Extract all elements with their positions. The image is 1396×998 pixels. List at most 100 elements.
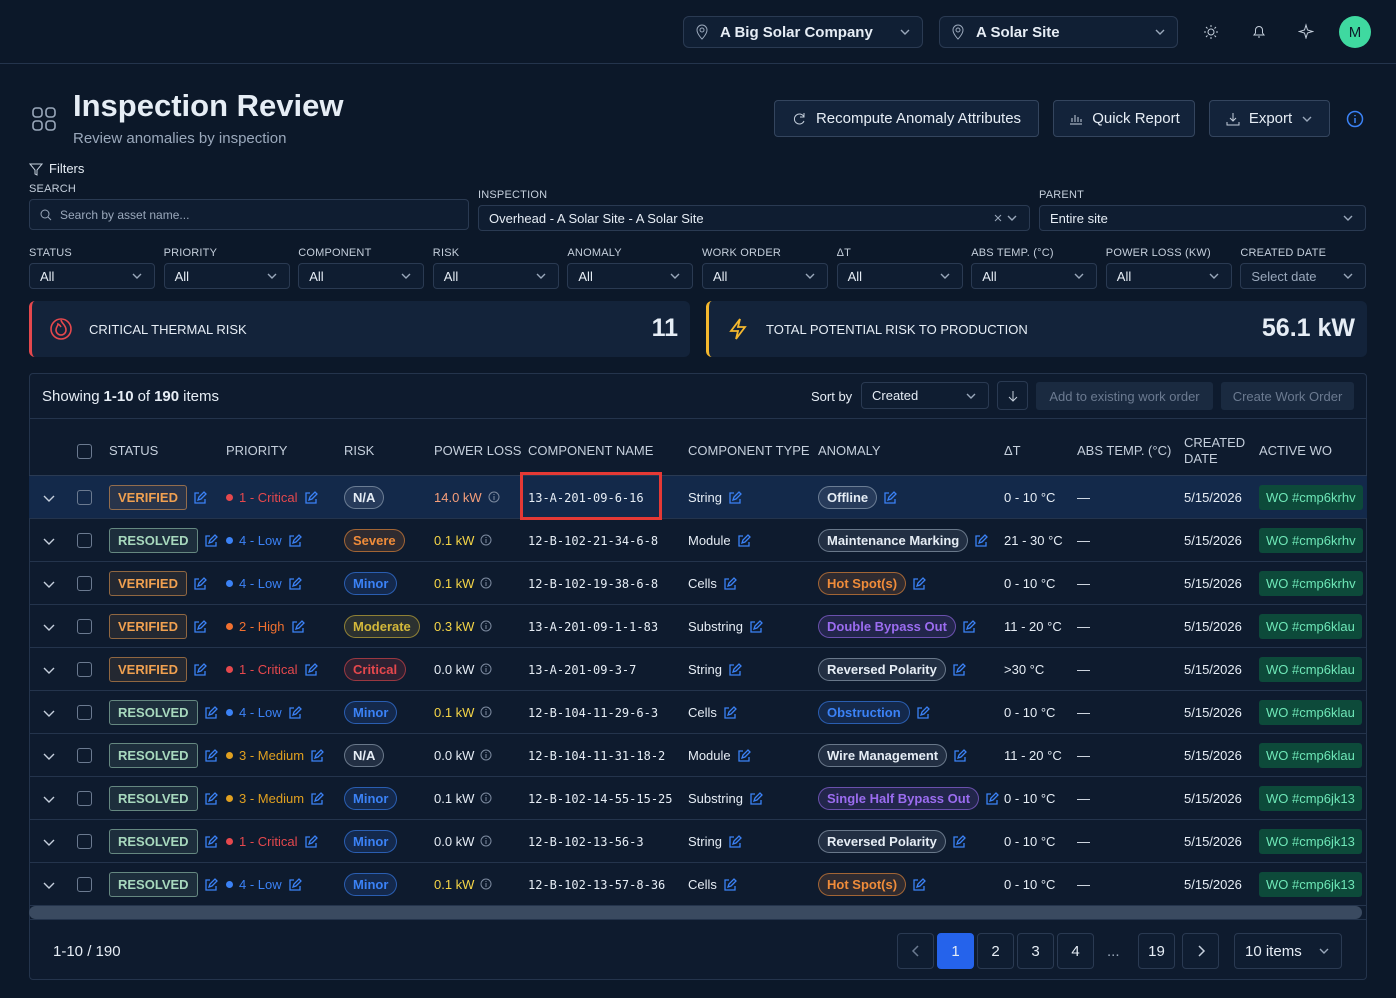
filter-select[interactable]: All: [29, 263, 155, 289]
toolbar-action[interactable]: Add to existing work order: [1036, 382, 1213, 410]
work-order[interactable]: WO #cmp6klau: [1259, 657, 1362, 682]
type-cell: Module: [688, 734, 751, 777]
filter-select[interactable]: All: [163, 263, 290, 289]
row-checkbox[interactable]: [77, 619, 92, 634]
priority-cell: 2 - High: [226, 605, 305, 648]
filter-select[interactable]: All: [298, 263, 425, 289]
row-checkbox[interactable]: [77, 705, 92, 720]
wo-cell: WO #cmp6klau: [1259, 605, 1362, 648]
page-size[interactable]: 10 items: [1234, 933, 1342, 969]
page-button[interactable]: 4: [1057, 933, 1094, 969]
status-badge: RESOLVED: [109, 700, 198, 725]
action-button[interactable]: Quick Report: [1053, 100, 1195, 137]
created-date: 5/15/2026: [1184, 748, 1242, 763]
search-input[interactable]: Search by asset name...: [29, 199, 469, 230]
work-order[interactable]: WO #cmp6klau: [1259, 614, 1362, 639]
row-checkbox[interactable]: [77, 490, 92, 505]
filter-select[interactable]: All: [1105, 263, 1232, 289]
filter-select[interactable]: All: [836, 263, 963, 289]
status-cell: RESOLVED: [109, 863, 218, 906]
avatar[interactable]: M: [1339, 16, 1371, 48]
power-loss: 0.1 kW: [434, 705, 475, 720]
page-button[interactable]: 3: [1017, 933, 1054, 969]
table-row[interactable]: RESOLVED 3 - Medium N/A 0.0 kW 12-B-104-11-3…: [29, 734, 1367, 777]
header-checkbox[interactable]: [77, 444, 92, 459]
filter-select[interactable]: All: [432, 263, 559, 289]
row-checkbox[interactable]: [77, 662, 92, 677]
action-button[interactable]: Recompute Anomaly Attributes: [774, 100, 1039, 137]
risk-pill: Severe: [344, 529, 405, 552]
filter-label: COMPONENT: [298, 247, 372, 259]
priority-text: 4 - Low: [239, 576, 282, 591]
abs-temp: —: [1077, 490, 1090, 505]
row-checkbox[interactable]: [77, 533, 92, 548]
filter-select[interactable]: Entire site: [1039, 205, 1366, 231]
priority-text: 4 - Low: [239, 533, 282, 548]
table-row[interactable]: RESOLVED 3 - Medium Minor 0.1 kW 12-B-102-14…: [29, 777, 1367, 820]
work-order[interactable]: WO #cmp6krhv: [1259, 528, 1363, 553]
filter-select[interactable]: All: [702, 263, 828, 289]
component-name: 12-B-104-11-31-18-2: [528, 748, 666, 763]
filter-select[interactable]: All: [567, 263, 694, 289]
risk-pill: Moderate: [344, 615, 420, 638]
table-row[interactable]: RESOLVED 4 - Low Severe 0.1 kW 12-B-102-21-3…: [29, 519, 1367, 562]
table-row[interactable]: VERIFIED 1 - Critical Critical 0.0 kW 13-A-2…: [29, 648, 1367, 691]
row-checkbox[interactable]: [77, 834, 92, 849]
row-checkbox[interactable]: [77, 877, 92, 892]
column-header: CREATED DATE: [1184, 435, 1246, 466]
table-row[interactable]: RESOLVED 1 - Critical Minor 0.0 kW 12-B-102-…: [29, 820, 1367, 863]
work-order[interactable]: WO #cmp6krhv: [1259, 571, 1363, 596]
footer-divider: [29, 919, 1367, 920]
select-value: All: [982, 268, 997, 284]
row-checkbox[interactable]: [77, 748, 92, 763]
delta-t: >30 °C: [1004, 662, 1045, 677]
work-order[interactable]: WO #cmp6klau: [1259, 743, 1362, 768]
sort-select[interactable]: Created: [861, 382, 989, 409]
row-checkbox[interactable]: [77, 791, 92, 806]
delta-t: 11 - 20 °C: [1004, 748, 1062, 763]
work-order[interactable]: WO #cmp6jk13: [1259, 872, 1362, 897]
filter-select[interactable]: Overhead - A Solar Site - A Solar Site: [478, 205, 1030, 231]
location-select[interactable]: A Solar Site: [939, 16, 1178, 48]
select-value: All: [1116, 268, 1132, 284]
location-select[interactable]: A Big Solar Company: [683, 16, 923, 48]
filter-label: STATUS: [29, 247, 72, 259]
table-row[interactable]: VERIFIED 4 - Low Minor 0.1 kW 12-B-102-19-38…: [29, 562, 1367, 605]
action-button[interactable]: Export: [1209, 100, 1330, 137]
prev-page[interactable]: [897, 933, 934, 969]
row-checkbox[interactable]: [77, 576, 92, 591]
edit-icon: [737, 533, 751, 548]
page-ellipsis: ...: [1107, 943, 1120, 960]
component-name: 12-B-104-11-29-6-3: [528, 705, 659, 720]
page-button[interactable]: 1: [937, 933, 974, 969]
toolbar-action[interactable]: Create Work Order: [1221, 382, 1354, 410]
priority-cell: 4 - Low: [226, 562, 302, 605]
expand-icon: [42, 749, 56, 763]
edit-icon: [723, 576, 737, 591]
edit-icon: [304, 662, 318, 677]
expand-icon: [42, 577, 56, 591]
anomaly-cell: Maintenance Marking: [818, 519, 989, 562]
table-row[interactable]: VERIFIED 2 - High Moderate 0.3 kW 13-A-201-0…: [29, 605, 1367, 648]
created-date: 5/15/2026: [1184, 834, 1242, 849]
sort-direction[interactable]: [997, 381, 1028, 410]
risk-pill: Minor: [344, 873, 398, 896]
work-order[interactable]: WO #cmp6jk13: [1259, 829, 1362, 854]
table-row[interactable]: VERIFIED 1 - Critical N/A 14.0 kW 13-A-201-0…: [29, 476, 1367, 519]
next-page[interactable]: [1182, 933, 1219, 969]
risk-cell: N/A: [344, 734, 385, 777]
priority-text: 1 - Critical: [239, 490, 298, 505]
filter-select[interactable]: Select date: [1240, 263, 1367, 289]
edit-icon: [912, 576, 926, 591]
button-label: Recompute Anomaly Attributes: [815, 110, 1022, 127]
work-order[interactable]: WO #cmp6klau: [1259, 700, 1362, 725]
table-row[interactable]: RESOLVED 4 - Low Minor 0.1 kW 12-B-102-13-57…: [29, 863, 1367, 906]
table-row[interactable]: RESOLVED 4 - Low Minor 0.1 kW 12-B-104-11-29…: [29, 691, 1367, 734]
work-order[interactable]: WO #cmp6jk13: [1259, 786, 1362, 811]
work-order[interactable]: WO #cmp6krhv: [1259, 485, 1363, 510]
page-button[interactable]: 2: [977, 933, 1014, 969]
info-icon: [480, 878, 494, 892]
priority-text: 4 - Low: [239, 877, 282, 892]
filter-select[interactable]: All: [971, 263, 1098, 289]
page-button[interactable]: 19: [1138, 933, 1175, 969]
